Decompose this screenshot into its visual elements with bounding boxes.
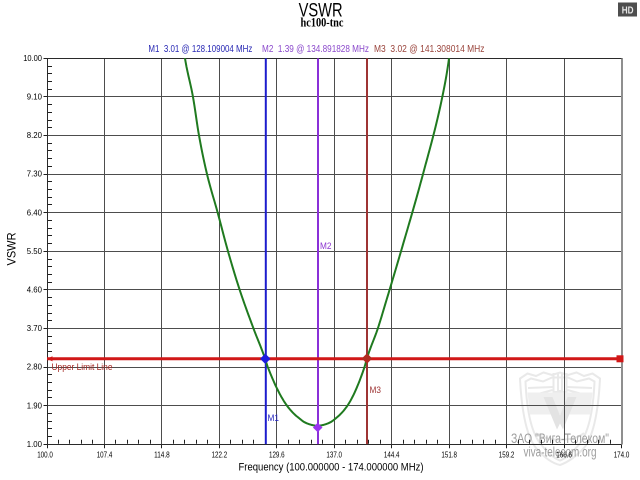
svg-text:166.6: 166.6 bbox=[556, 450, 572, 460]
svg-text:1.90: 1.90 bbox=[27, 400, 42, 410]
svg-text:1.00: 1.00 bbox=[27, 439, 42, 449]
svg-text:8.20: 8.20 bbox=[27, 130, 42, 140]
svg-text:VSWR: VSWR bbox=[6, 233, 18, 266]
svg-text:151.8: 151.8 bbox=[441, 450, 457, 460]
svg-text:M3: M3 bbox=[370, 385, 382, 395]
svg-text:159.2: 159.2 bbox=[499, 450, 515, 460]
svg-text:100.0: 100.0 bbox=[37, 450, 53, 460]
svg-text:hc100-tnc: hc100-tnc bbox=[301, 15, 344, 30]
svg-text:M1: M1 bbox=[268, 413, 280, 423]
svg-text:ЗАО "Вига-Телеком": ЗАО "Вига-Телеком" bbox=[511, 431, 609, 446]
svg-text:107.4: 107.4 bbox=[97, 450, 113, 460]
svg-text:Upper Limit Line: Upper Limit Line bbox=[52, 362, 113, 372]
svg-text:6.40: 6.40 bbox=[27, 207, 42, 217]
svg-text:M1 3.01 @ 128.109004 MHz: M1 3.01 @ 128.109004 MHz bbox=[148, 44, 252, 55]
svg-text:5.50: 5.50 bbox=[27, 246, 42, 256]
svg-text:HD: HD bbox=[622, 6, 634, 17]
svg-text:10.00: 10.00 bbox=[23, 53, 42, 63]
svg-text:114.8: 114.8 bbox=[154, 450, 170, 460]
svg-text:Frequency (100.000000 - 174.00: Frequency (100.000000 - 174.000000 MHz) bbox=[239, 462, 424, 474]
svg-text:9.10: 9.10 bbox=[27, 92, 42, 102]
svg-text:137.0: 137.0 bbox=[326, 450, 342, 460]
svg-text:M2 1.39 @ 134.891828 MHz: M2 1.39 @ 134.891828 MHz bbox=[262, 44, 369, 55]
svg-text:174.0: 174.0 bbox=[614, 450, 630, 460]
svg-text:viva-telecom.org: viva-telecom.org bbox=[524, 445, 597, 460]
svg-text:3.70: 3.70 bbox=[27, 323, 42, 333]
svg-text:2.80: 2.80 bbox=[27, 362, 42, 372]
svg-text:129.6: 129.6 bbox=[269, 450, 285, 460]
svg-text:122.2: 122.2 bbox=[212, 450, 228, 460]
svg-text:144.4: 144.4 bbox=[384, 450, 400, 460]
svg-text:7.30: 7.30 bbox=[27, 169, 42, 179]
svg-text:M3 3.02 @ 141.308014 MHz: M3 3.02 @ 141.308014 MHz bbox=[374, 44, 485, 55]
svg-text:VSWR: VSWR bbox=[299, 1, 343, 22]
svg-text:M2: M2 bbox=[320, 241, 332, 251]
svg-text:4.60: 4.60 bbox=[27, 285, 42, 295]
